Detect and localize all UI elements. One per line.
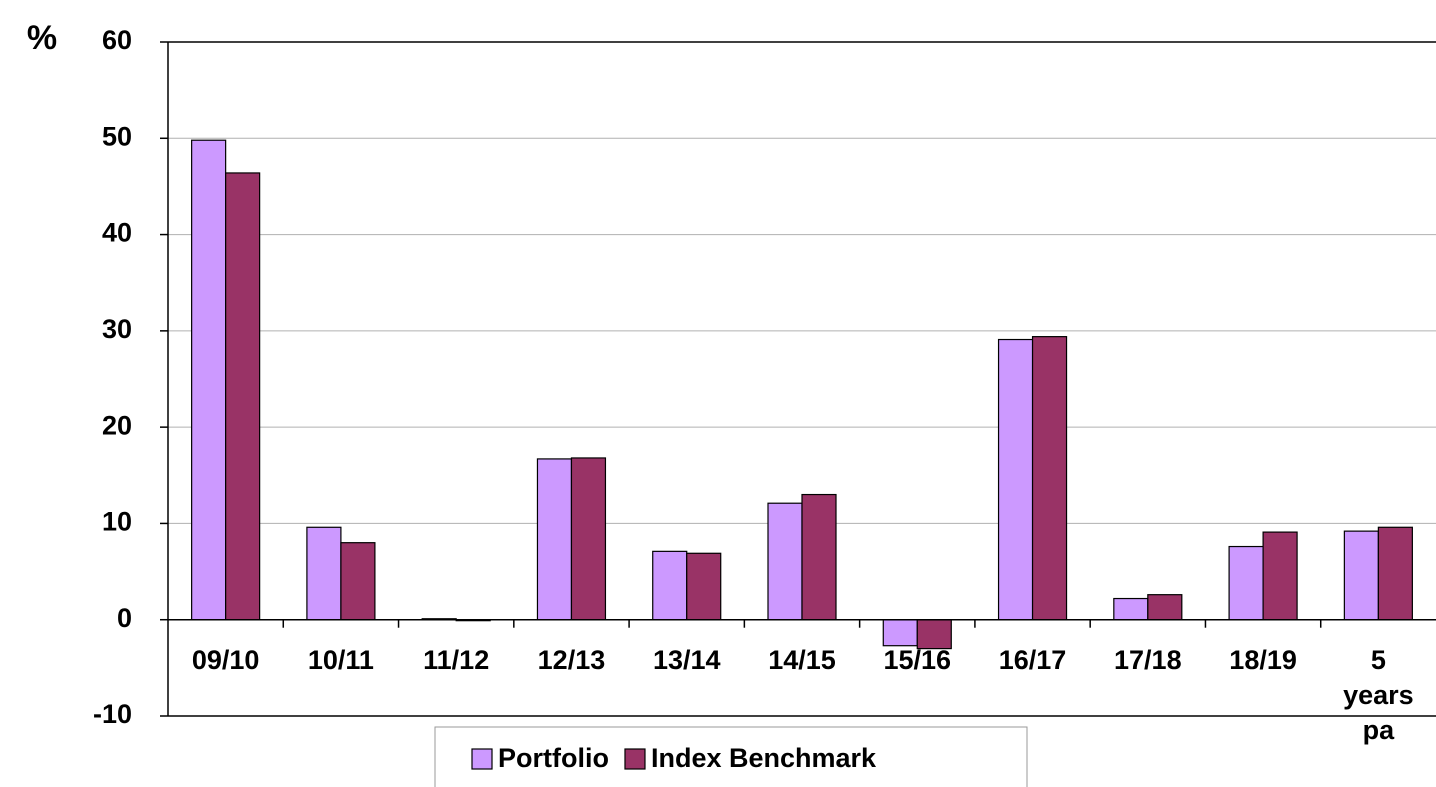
y-tick-label: 60 <box>102 25 132 55</box>
y-tick-label: 50 <box>102 121 132 151</box>
bar <box>652 550 688 621</box>
y-tick-label: 40 <box>102 218 132 248</box>
legend-swatch <box>471 748 493 770</box>
y-axis-label: % <box>27 19 57 57</box>
bar <box>801 493 837 621</box>
legend-label: Portfolio <box>498 743 609 773</box>
bar <box>340 542 376 621</box>
x-tick-label: 09/10 <box>192 645 260 675</box>
bar <box>997 338 1034 621</box>
x-tick-label: 16/17 <box>999 645 1067 675</box>
legend-swatch <box>624 748 646 770</box>
bar <box>767 502 803 621</box>
x-tick-label: 10/11 <box>308 645 374 675</box>
x-tick-label: 5 years pa <box>1343 645 1414 745</box>
bar <box>191 139 227 621</box>
x-tick-label: 13/14 <box>653 645 721 675</box>
y-tick-label: 0 <box>117 603 132 633</box>
y-tick-label: -10 <box>93 699 132 729</box>
bar <box>225 172 261 621</box>
legend-box <box>434 726 1028 787</box>
bar <box>1377 526 1413 621</box>
x-tick-label: 14/15 <box>768 645 836 675</box>
bar <box>1343 530 1379 621</box>
bar <box>1262 531 1298 621</box>
y-tick-label: 20 <box>102 410 132 440</box>
legend-label: Index Benchmark <box>651 743 877 773</box>
x-tick-label: 15/16 <box>883 645 951 675</box>
y-tick-label: 30 <box>102 314 132 344</box>
x-tick-label: 12/13 <box>538 645 606 675</box>
bar <box>686 552 722 621</box>
bar <box>536 458 573 621</box>
bar <box>1031 336 1068 621</box>
x-tick-label: 18/19 <box>1229 645 1297 675</box>
x-tick-label: 17/18 <box>1114 645 1182 675</box>
y-tick-label: 10 <box>102 507 132 537</box>
bar <box>1228 545 1264 621</box>
bar <box>306 526 342 621</box>
bar <box>1147 594 1183 621</box>
bar <box>1113 597 1149 621</box>
x-tick-label: 11/12 <box>423 645 489 675</box>
bar <box>570 457 607 621</box>
bar <box>882 619 918 647</box>
